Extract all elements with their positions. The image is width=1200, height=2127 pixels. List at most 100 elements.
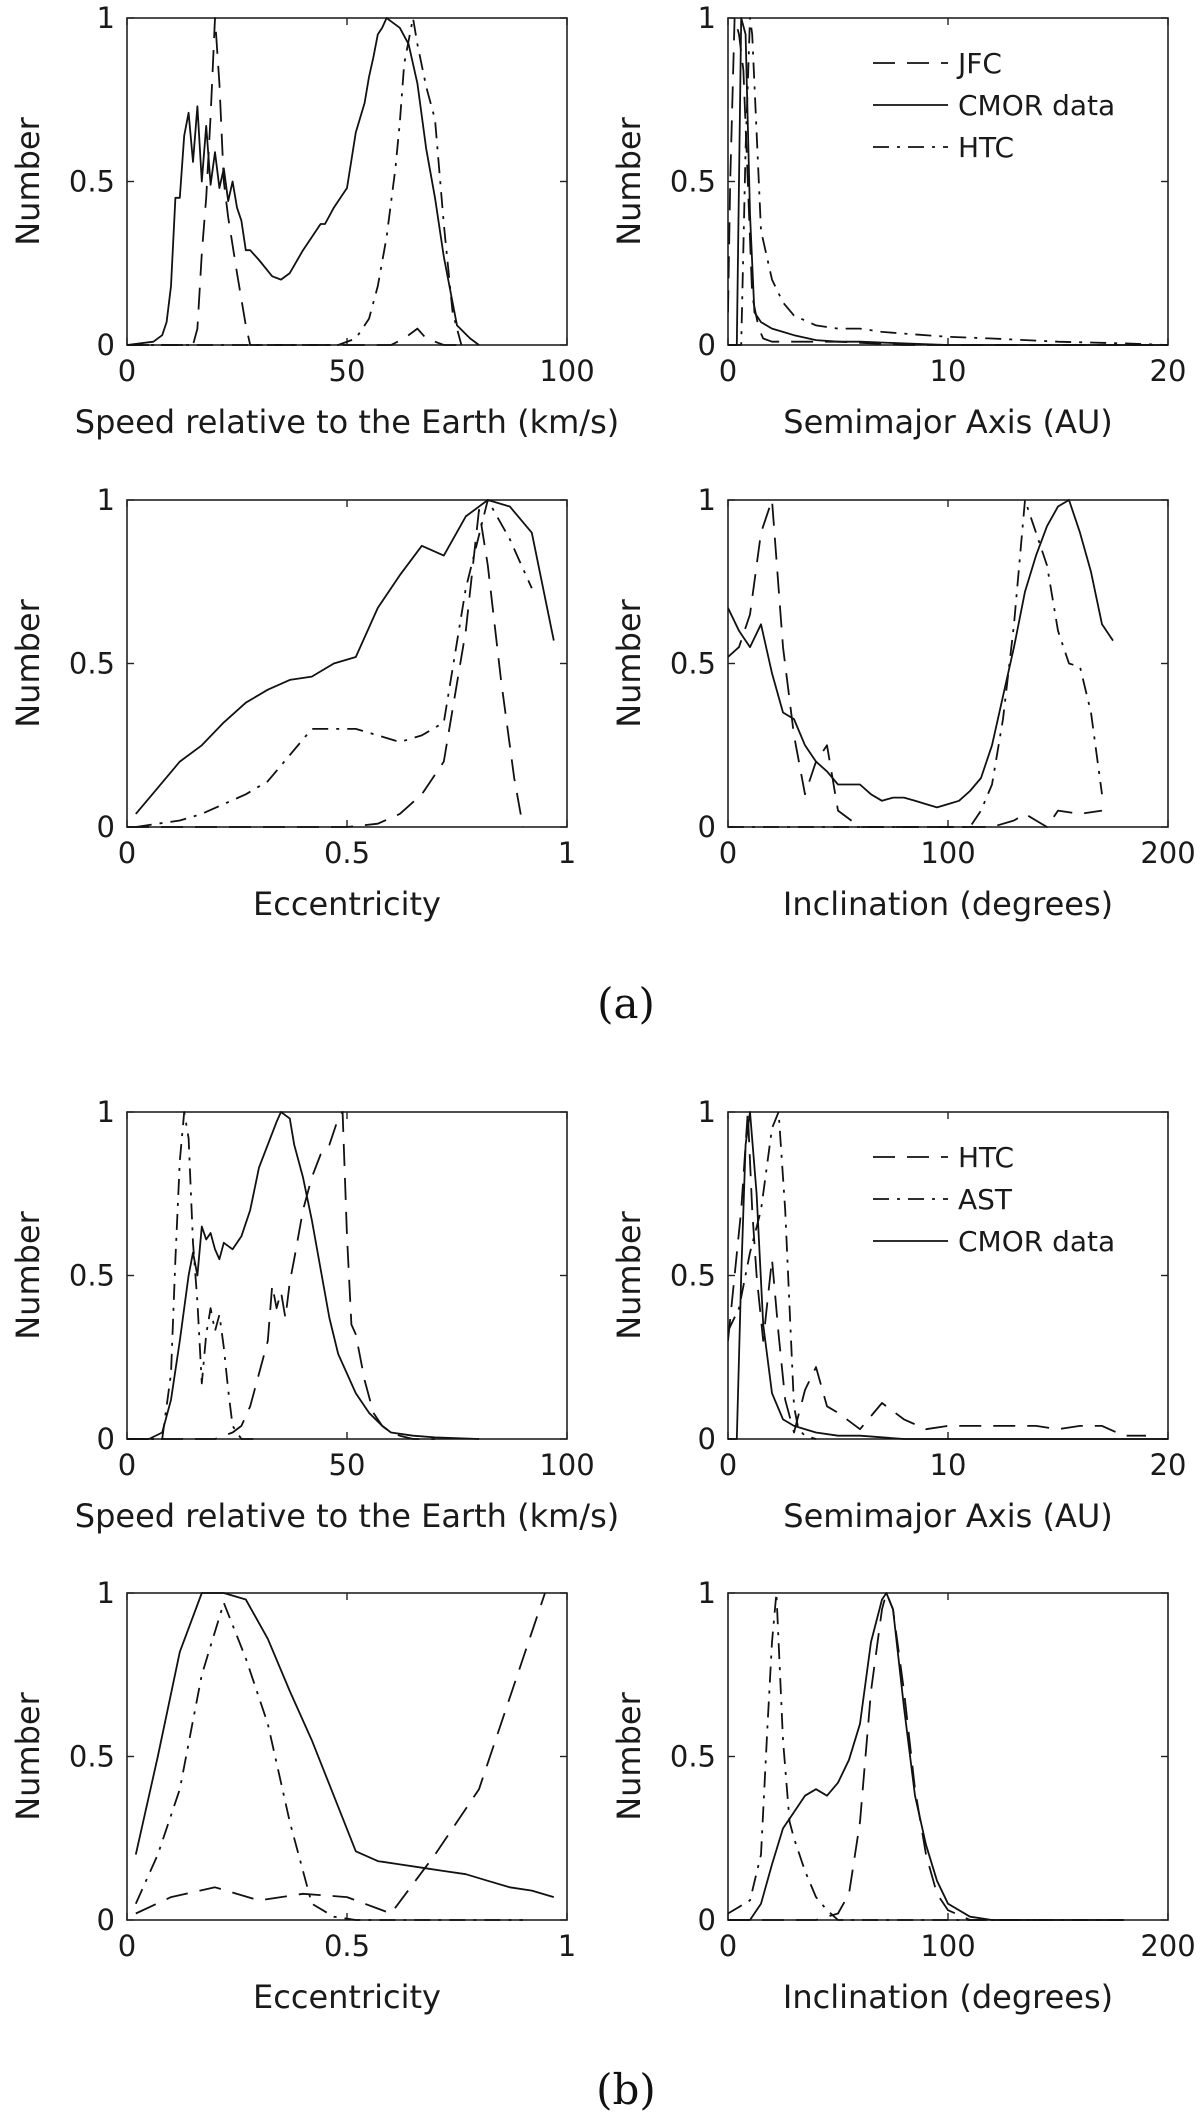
y-axis-label: Number [9,1210,47,1339]
plot-frame [727,499,1169,828]
x-axis-label: Speed relative to the Earth (km/s) [75,1497,619,1535]
plot-frame [727,1592,1169,1921]
chart-b-1: 0 50 100 0 0.5 1 Speed relative to the Earth (… [9,1095,619,1535]
chart-b-4: 0 100 200 0 0.5 1 Inclination (degrees) Number [610,1576,1196,2016]
x-tick-label: 20 [1150,1448,1187,1482]
x-tick-label: 100 [920,836,975,870]
y-axis-label: Number [9,1691,47,1820]
y-tick-label: 0 [97,1903,115,1937]
x-axis-label: Inclination (degrees) [783,1978,1113,2016]
x-tick-label: 0 [719,1448,737,1482]
series-cmor-data [728,1592,1124,1921]
x-tick-label: 200 [1140,1929,1195,1963]
series-jfc [728,499,1103,828]
x-tick-label: 0 [118,836,136,870]
x-tick-label: 1 [558,1929,576,1963]
x-tick-label: 100 [539,354,594,388]
x-axis-label: Semimajor Axis (AU) [783,403,1112,441]
y-axis-label: Number [610,1210,648,1339]
y-tick-label: 0 [698,810,716,844]
series-htc [728,499,1103,828]
legend-label: HTC [958,131,1014,164]
chart-a-3: 0 0.5 1 0 0.5 1 Eccentricity Number [9,483,576,923]
x-axis-label: Eccentricity [253,1978,441,2016]
chart-a-2: 0 10 20 0 0.5 1 Semimajor Axis (AU) Number JFC CM… [610,1,1186,441]
x-tick-label: 0.5 [324,1929,370,1963]
y-tick-label: 1 [97,1,115,35]
y-tick-label: 0 [698,328,716,362]
series-ast [127,1111,259,1440]
chart-b-2: 0 10 20 0 0.5 1 Semimajor Axis (AU) Number HTC AS… [610,1095,1186,1535]
y-axis-label: Number [610,1691,648,1820]
legend-label: CMOR data [958,89,1115,122]
y-tick-label: 1 [698,1,716,35]
plot-frame [126,1111,568,1440]
y-tick-label: 1 [698,1576,716,1610]
y-tick-label: 0.5 [670,1259,716,1293]
y-tick-label: 1 [97,1576,115,1610]
y-axis-label: Number [610,598,648,727]
y-tick-label: 0 [97,1422,115,1456]
caption-b: (b) [596,2065,656,2114]
plot-frame [126,499,568,828]
y-axis-label: Number [610,116,648,245]
y-tick-label: 0.5 [69,165,115,199]
x-tick-label: 100 [920,1929,975,1963]
series-jfc [728,17,1168,346]
y-tick-label: 1 [698,483,716,517]
series-htc [127,1111,435,1440]
y-tick-label: 0.5 [69,1740,115,1774]
series-ast [134,1601,523,1921]
series-ast [728,1592,1124,1921]
x-tick-label: 0 [118,1929,136,1963]
series-cmor-data [134,1592,555,1898]
legend: JFC CMOR data HTC [873,47,1115,164]
plot-frame [126,17,568,346]
series-cmor-data [728,499,1114,809]
y-tick-label: 0.5 [69,647,115,681]
legend-label: JFC [956,47,1002,80]
plot-frame [126,1592,568,1921]
x-tick-label: 10 [930,354,967,388]
x-tick-label: 0 [719,1929,737,1963]
x-tick-label: 50 [329,354,366,388]
x-tick-label: 50 [329,1448,366,1482]
x-tick-label: 0.5 [324,836,370,870]
y-tick-label: 0.5 [69,1259,115,1293]
y-tick-label: 0 [698,1903,716,1937]
x-axis-label: Speed relative to the Earth (km/s) [75,403,619,441]
series-jfc [127,17,457,346]
legend-label: AST [958,1183,1013,1216]
legend-label: HTC [958,1141,1014,1174]
plot-frame [727,17,1169,346]
x-axis-label: Eccentricity [253,885,441,923]
y-tick-label: 1 [698,1095,716,1129]
x-tick-label: 0 [118,354,136,388]
x-tick-label: 100 [539,1448,594,1482]
y-tick-label: 0.5 [670,647,716,681]
x-axis-label: Semimajor Axis (AU) [783,1497,1112,1535]
x-tick-label: 10 [930,1448,967,1482]
y-tick-label: 0.5 [670,1740,716,1774]
chart-a-1: 0 50 100 0 0.5 1 Speed relative to the Earth (… [9,1,619,441]
y-tick-label: 0 [698,1422,716,1456]
series-ast [728,1111,817,1440]
series-jfc [127,508,524,828]
series-htc [728,1592,1036,1921]
y-tick-label: 0 [97,810,115,844]
series-htc [728,17,1168,346]
series-cmor-data [728,1111,1168,1440]
x-tick-label: 0 [719,836,737,870]
y-tick-label: 0.5 [670,165,716,199]
x-tick-label: 0 [118,1448,136,1482]
x-tick-label: 1 [558,836,576,870]
caption-a: (a) [597,979,655,1028]
x-tick-label: 200 [1140,836,1195,870]
series-htc [728,1111,1146,1437]
legend: HTC AST CMOR data [873,1141,1115,1258]
y-tick-label: 1 [97,483,115,517]
y-tick-label: 1 [97,1095,115,1129]
x-tick-label: 20 [1150,354,1187,388]
y-axis-label: Number [9,598,47,727]
